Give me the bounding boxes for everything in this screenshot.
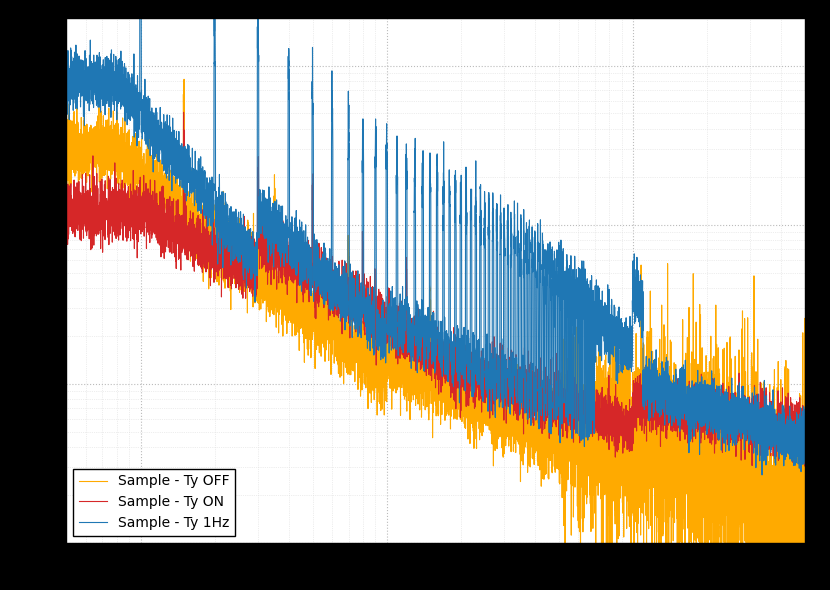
Sample - Ty 1Hz [99,84,109,91]
Sample - Ty ON [61,213,71,220]
Sample - Ty OFF [61,140,71,148]
Sample - Ty ON [99,222,109,229]
Sample - Ty OFF [531,442,541,450]
Sample - Ty ON [648,404,658,411]
Sample - Ty ON [531,392,541,399]
Sample - Ty ON [800,432,810,440]
Sample - Ty 1Hz [757,471,767,478]
Sample - Ty 1Hz [800,420,810,427]
Sample - Ty ON [799,463,809,470]
Line: Sample - Ty ON: Sample - Ty ON [66,112,805,466]
Line: Sample - Ty OFF: Sample - Ty OFF [66,79,805,590]
Legend: Sample - Ty OFF, Sample - Ty ON, Sample - Ty 1Hz: Sample - Ty OFF, Sample - Ty ON, Sample … [73,469,235,536]
Sample - Ty OFF [499,412,509,419]
Sample - Ty OFF [99,126,109,133]
Sample - Ty 1Hz [61,93,71,100]
Line: Sample - Ty 1Hz: Sample - Ty 1Hz [66,0,805,475]
Sample - Ty ON [178,109,188,116]
Sample - Ty OFF [329,326,339,333]
Sample - Ty 1Hz [499,217,509,224]
Sample - Ty 1Hz [609,315,619,322]
Sample - Ty OFF [800,552,810,559]
Sample - Ty 1Hz [329,273,339,280]
Sample - Ty OFF [179,76,189,83]
Sample - Ty OFF [609,335,619,342]
Sample - Ty ON [499,393,509,400]
Sample - Ty 1Hz [531,417,541,424]
Sample - Ty ON [329,281,339,288]
Sample - Ty 1Hz [648,386,658,393]
Sample - Ty ON [609,431,619,438]
Sample - Ty OFF [648,415,658,422]
